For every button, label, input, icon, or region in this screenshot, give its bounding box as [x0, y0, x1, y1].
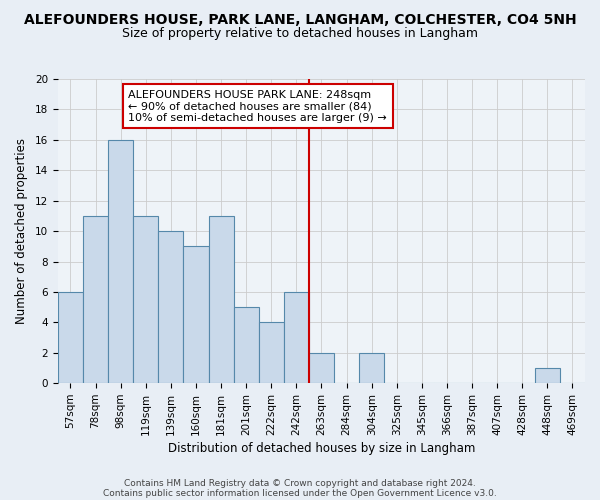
Bar — [259, 322, 284, 383]
Bar — [133, 216, 158, 383]
Text: Size of property relative to detached houses in Langham: Size of property relative to detached ho… — [122, 28, 478, 40]
Bar — [535, 368, 560, 383]
Bar — [284, 292, 309, 383]
Bar — [83, 216, 108, 383]
Bar — [359, 353, 384, 383]
Y-axis label: Number of detached properties: Number of detached properties — [15, 138, 28, 324]
Bar — [158, 231, 184, 383]
Text: ALEFOUNDERS HOUSE PARK LANE: 248sqm
← 90% of detached houses are smaller (84)
10: ALEFOUNDERS HOUSE PARK LANE: 248sqm ← 90… — [128, 90, 387, 123]
Text: Contains HM Land Registry data © Crown copyright and database right 2024.: Contains HM Land Registry data © Crown c… — [124, 478, 476, 488]
Bar — [184, 246, 209, 383]
X-axis label: Distribution of detached houses by size in Langham: Distribution of detached houses by size … — [168, 442, 475, 455]
Text: Contains public sector information licensed under the Open Government Licence v3: Contains public sector information licen… — [103, 488, 497, 498]
Bar — [108, 140, 133, 383]
Bar — [233, 307, 259, 383]
Bar — [209, 216, 233, 383]
Text: ALEFOUNDERS HOUSE, PARK LANE, LANGHAM, COLCHESTER, CO4 5NH: ALEFOUNDERS HOUSE, PARK LANE, LANGHAM, C… — [23, 12, 577, 26]
Bar — [58, 292, 83, 383]
Bar — [309, 353, 334, 383]
